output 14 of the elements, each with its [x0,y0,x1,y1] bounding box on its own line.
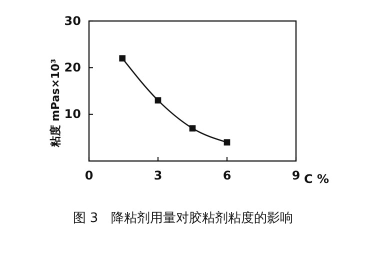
point [119,55,126,62]
text: 图 3 降粘剂用量对胶粘剂粘度的影响 [72,210,294,226]
y-tick-label: 10 [64,107,81,122]
point [224,139,230,146]
x-tick-label: 6 [222,168,232,183]
point [189,125,196,132]
y-axis-title: 粘度 mPas×10³ [49,58,62,148]
x-axis-title: C % [304,172,330,186]
x-tick-label: 9 [292,168,300,183]
y-tick-label: 30 [64,14,81,28]
y-tick-label: 20 [64,60,81,75]
point [154,97,162,104]
x-tick-label: 3 [154,168,162,183]
x-tick-label: 0 [84,168,94,183]
